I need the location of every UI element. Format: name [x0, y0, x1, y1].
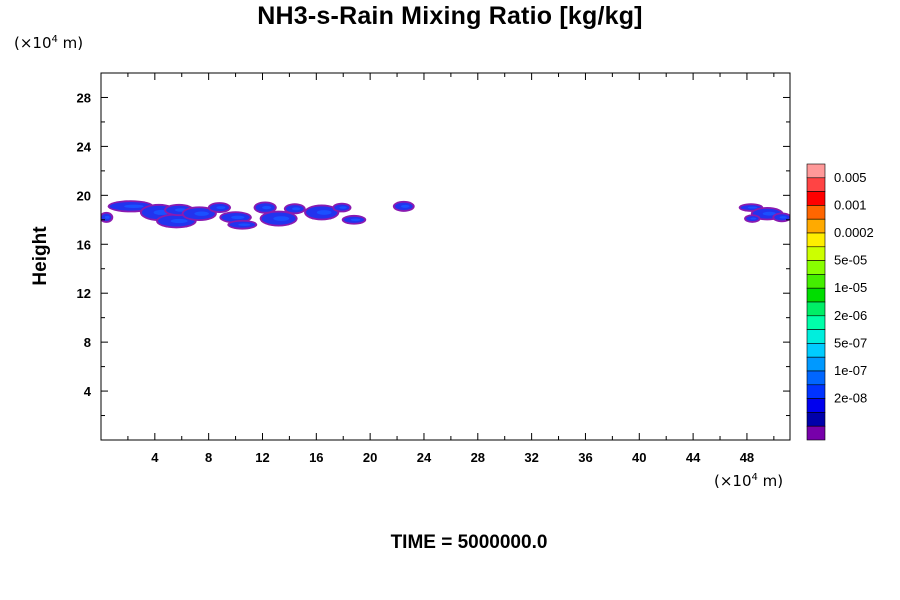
colorbar-swatch — [806, 232, 826, 248]
x-tick-label: 48 — [740, 450, 754, 465]
colorbar-swatch — [806, 274, 826, 289]
data-cell — [772, 212, 790, 223]
colorbar-swatch — [806, 329, 826, 344]
colorbar-label: 2e-06 — [834, 308, 867, 323]
x-tick-label: 40 — [632, 450, 646, 465]
cell-inner — [238, 223, 251, 226]
chart-title: NH3-s-Rain Mixing Ratio [kg/kg] — [257, 2, 643, 30]
colorbar-label: 0.001 — [834, 197, 867, 212]
colorbar-swatch — [806, 191, 826, 206]
cell-inner — [194, 211, 209, 216]
cell-inner — [231, 215, 245, 220]
cell-inner — [750, 217, 757, 220]
y-tick-label: 16 — [77, 237, 91, 252]
cell-inner — [400, 204, 410, 208]
cell-inner — [273, 216, 290, 221]
x-tick-label: 44 — [686, 450, 701, 465]
data-cell — [259, 210, 298, 227]
colorbar: 0.005 0.001 0.0002 5e-05 1e-05 2e-06 5e-07 1e-0… — [806, 163, 874, 441]
x-tick-label: 8 — [205, 450, 212, 465]
colorbar-swatch — [806, 398, 826, 413]
data-cell — [227, 219, 258, 230]
colorbar-label: 1e-05 — [834, 280, 867, 295]
colorbar-label: 0.005 — [834, 170, 867, 185]
cell-inner — [170, 218, 188, 224]
data-cell — [341, 214, 367, 225]
x-tick-label: 12 — [255, 450, 269, 465]
data-cell — [283, 203, 306, 215]
colorbar-swatch — [806, 425, 826, 441]
colorbar-swatch — [806, 246, 826, 261]
y-unit-exponent: 4 — [51, 34, 58, 45]
x-unit-exponent: 4 — [751, 472, 758, 483]
cell-inner — [779, 216, 787, 219]
y-tick-label: 24 — [77, 139, 92, 154]
y-tick-label: 20 — [77, 188, 91, 203]
data-cell — [392, 200, 415, 212]
colorbar-swatch — [806, 412, 826, 427]
colorbar-swatch — [806, 315, 826, 330]
cell-inner — [291, 207, 301, 211]
time-label: TIME = 5000000.0 — [390, 532, 548, 553]
colorbar-swatch — [806, 384, 826, 399]
colorbar-label: 1e-07 — [834, 363, 867, 378]
colorbar-swatch — [806, 177, 826, 192]
colorbar-label: 5e-05 — [834, 253, 867, 268]
y-axis-unit: (×104 m) — [14, 34, 83, 52]
colorbar-label: 0.0002 — [834, 225, 874, 240]
cell-inner — [747, 206, 758, 209]
x-tick-label: 28 — [471, 450, 485, 465]
cell-inner — [316, 210, 332, 215]
cell-inner — [350, 218, 361, 222]
y-tick-label: 4 — [84, 384, 92, 399]
y-tick-label: 12 — [77, 286, 91, 301]
colorbar-swatch — [806, 370, 826, 386]
y-unit-suffix: m) — [57, 34, 84, 52]
cell-inner — [104, 215, 110, 219]
colorbar-swatch — [806, 218, 826, 234]
data-cell — [181, 206, 217, 221]
data-cell — [207, 202, 232, 214]
data-cell — [253, 201, 277, 214]
x-unit-prefix: (×10 — [714, 472, 752, 490]
x-tick-label: 4 — [151, 450, 159, 465]
cell-inner — [216, 206, 226, 210]
colorbar-swatch — [806, 343, 826, 358]
data-cell — [101, 211, 114, 223]
colorbar-swatch — [806, 260, 826, 275]
data-cell — [744, 214, 761, 223]
y-axis: 4 8 12 16 20 24 28 — [77, 90, 790, 417]
cell-inner — [762, 211, 777, 216]
colorbar-swatch — [806, 356, 826, 372]
x-unit-suffix: m) — [757, 472, 784, 490]
data-cell — [332, 202, 352, 213]
cell-inner — [124, 204, 144, 209]
cells-layer — [101, 200, 790, 230]
x-tick-label: 24 — [417, 450, 432, 465]
y-tick-label: 8 — [84, 335, 91, 350]
colorbar-swatch — [806, 287, 826, 303]
x-tick-label: 36 — [578, 450, 592, 465]
cell-inner — [262, 205, 272, 210]
data-cell — [107, 200, 154, 213]
colorbar-label: 2e-08 — [834, 391, 867, 406]
x-tick-label: 32 — [524, 450, 538, 465]
data-cell — [304, 204, 340, 221]
colorbar-swatch — [806, 163, 826, 179]
x-axis-unit: (×104 m) — [714, 472, 783, 490]
x-axis: 4 8 12 16 20 24 28 32 36 40 44 48 — [127, 73, 775, 465]
x-tick-label: 16 — [309, 450, 323, 465]
y-unit-prefix: (×10 — [14, 34, 52, 52]
plot-frame — [100, 72, 791, 441]
colorbar-label: 5e-07 — [834, 335, 867, 350]
colorbar-swatch — [806, 205, 826, 220]
x-tick-label: 20 — [363, 450, 377, 465]
y-tick-label: 28 — [77, 90, 91, 105]
cell-inner — [339, 206, 347, 209]
colorbar-swatch — [806, 301, 826, 317]
